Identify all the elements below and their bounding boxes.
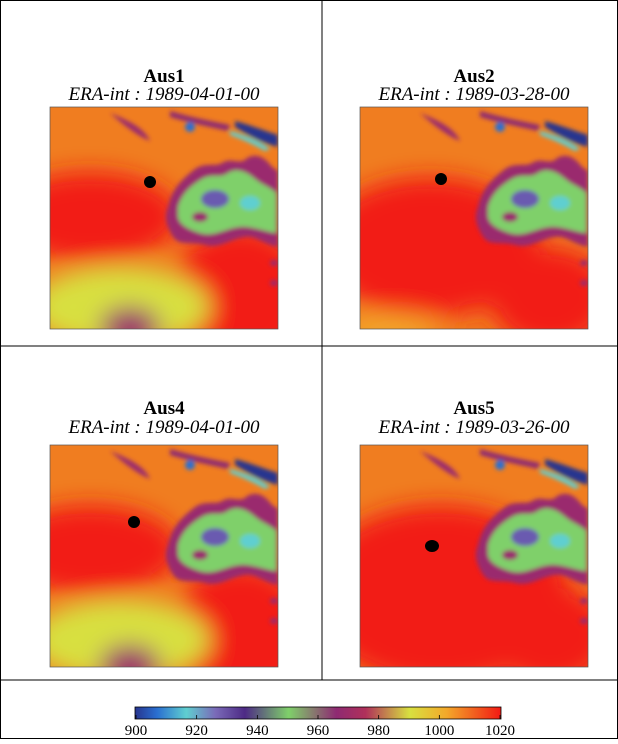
panel-subtitle: ERA-int : 1989-03-28-00 — [377, 84, 570, 105]
map — [49, 106, 279, 330]
tick-label: 900 — [125, 723, 148, 739]
map — [359, 106, 589, 330]
panel: Aus2 ERA-int : 1989-03-28-00 — [359, 66, 589, 330]
panel-subtitle: ERA-int : 1989-03-26-00 — [377, 417, 570, 438]
tick-label: 960 — [307, 723, 330, 739]
tick-label: 1020 — [485, 723, 515, 739]
panel-subtitle: ERA-int : 1989-04-01-00 — [67, 84, 260, 105]
panel: Aus1 ERA-int : 1989-04-01-00 — [49, 66, 279, 330]
panel-title: Aus2 — [453, 66, 494, 87]
colorbar: 900 920 940 960 980 1000 1020 — [125, 706, 515, 739]
panel-title: Aus1 — [143, 66, 184, 87]
panel: Aus4 ERA-int : 1989-04-01-00 — [49, 398, 279, 668]
panel-title: Aus4 — [143, 398, 185, 419]
panel-subtitle: ERA-int : 1989-04-01-00 — [67, 417, 260, 438]
map — [49, 444, 279, 668]
tick-label: 920 — [185, 723, 208, 739]
tick-label: 940 — [246, 723, 269, 739]
tick-label: 980 — [367, 723, 390, 739]
panel-title: Aus5 — [453, 398, 494, 419]
tick-label: 1000 — [424, 723, 454, 739]
map — [359, 444, 589, 668]
panel: Aus5 ERA-int : 1989-03-26-00 — [359, 398, 589, 668]
